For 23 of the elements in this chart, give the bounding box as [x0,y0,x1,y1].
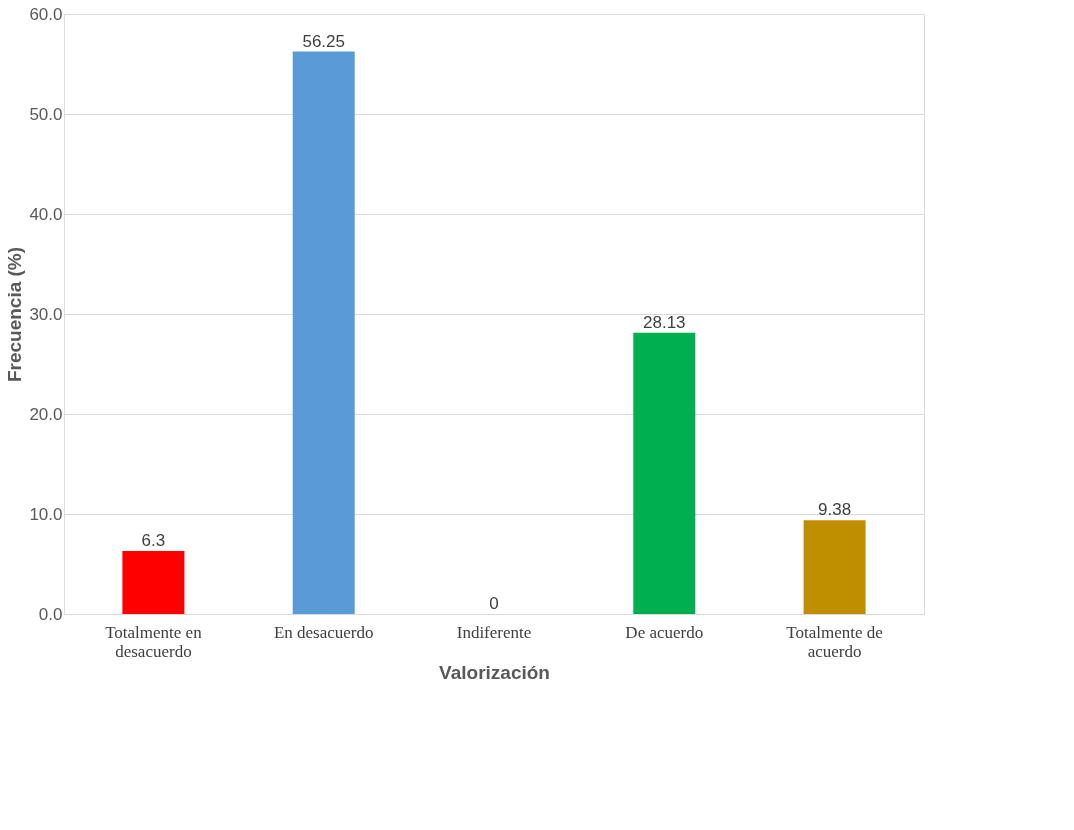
y-tick-label: 10.0 [29,504,63,524]
bar [292,51,355,614]
bar [633,332,696,614]
x-tick-label: Totalmente en desacuerdo [105,622,203,661]
data-label: 9.38 [818,500,852,520]
bar [803,520,866,614]
data-label: 56.25 [302,31,345,51]
x-tick-label: En desacuerdo [273,622,374,642]
y-tick-label: 40.0 [29,204,63,224]
data-label: 28.13 [643,312,686,332]
y-tick-label: 0.0 [38,604,63,624]
x-tick-label: De acuerdo [625,622,704,642]
y-tick-label: 20.0 [29,404,63,424]
x-tick-label: Indiferente [456,622,532,642]
x-axis-title: Valorización [439,661,550,683]
bar [122,551,185,614]
x-tick-label: Totalmente de acuerdo [786,622,883,661]
y-axis-title: Frecuencia (%) [4,246,26,383]
y-tick-label: 30.0 [29,304,63,324]
y-tick-label: 50.0 [29,104,63,124]
y-tick-label: 60.0 [29,4,63,24]
data-label: 6.3 [141,531,166,550]
data-label: 0 [489,594,499,613]
